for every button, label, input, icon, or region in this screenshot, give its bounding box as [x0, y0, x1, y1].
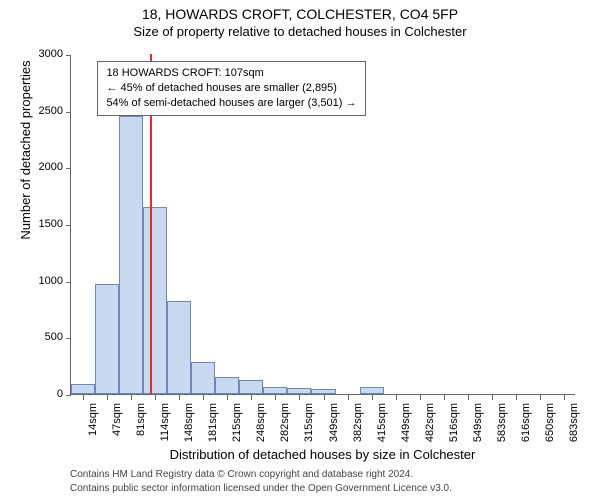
x-tick-label: 47sqm: [111, 403, 123, 451]
y-tick-label: 500: [21, 331, 63, 343]
x-tick-label: 415sqm: [376, 403, 388, 451]
y-tick: [66, 225, 71, 226]
histogram-bar: [311, 389, 335, 394]
y-tick: [66, 338, 71, 339]
footer-line-1: Contains HM Land Registry data © Crown c…: [70, 469, 413, 480]
y-tick: [66, 112, 71, 113]
histogram-bar: [191, 362, 215, 394]
x-tick-label: 583sqm: [496, 403, 508, 451]
x-tick-label: 282sqm: [279, 403, 291, 451]
x-tick: [107, 395, 108, 400]
y-tick-label: 2000: [21, 161, 63, 173]
histogram-bar: [167, 301, 191, 394]
y-tick: [66, 55, 71, 56]
x-tick-label: 114sqm: [159, 403, 171, 451]
x-tick-label: 14sqm: [87, 403, 99, 451]
x-tick-label: 215sqm: [231, 403, 243, 451]
x-tick: [468, 395, 469, 400]
x-tick-label: 449sqm: [400, 403, 412, 451]
x-tick-label: 683sqm: [568, 403, 580, 451]
x-tick-label: 181sqm: [207, 403, 219, 451]
histogram-bar: [215, 377, 239, 394]
histogram-bar: [239, 380, 263, 394]
x-tick: [179, 395, 180, 400]
histogram-bar: [71, 384, 95, 394]
x-tick: [299, 395, 300, 400]
x-tick: [516, 395, 517, 400]
chart-title-main: 18, HOWARDS CROFT, COLCHESTER, CO4 5FP: [0, 6, 600, 22]
y-tick: [66, 168, 71, 169]
x-tick-label: 482sqm: [424, 403, 436, 451]
annotation-line: ← 45% of detached houses are smaller (2,…: [106, 81, 356, 96]
x-tick-label: 248sqm: [255, 403, 267, 451]
x-tick: [275, 395, 276, 400]
y-tick-label: 2500: [21, 105, 63, 117]
x-tick: [155, 395, 156, 400]
histogram-bar: [263, 387, 287, 394]
x-tick: [540, 395, 541, 400]
annotation-line: 54% of semi-detached houses are larger (…: [106, 96, 356, 111]
y-tick-label: 1000: [21, 275, 63, 287]
x-tick: [348, 395, 349, 400]
x-tick: [251, 395, 252, 400]
x-tick-label: 549sqm: [472, 403, 484, 451]
property-size-chart: 18, HOWARDS CROFT, COLCHESTER, CO4 5FP S…: [0, 0, 600, 500]
x-tick-label: 315sqm: [303, 403, 315, 451]
y-tick: [66, 395, 71, 396]
x-tick: [372, 395, 373, 400]
annotation-box: 18 HOWARDS CROFT: 107sqm← 45% of detache…: [97, 61, 365, 116]
x-tick-label: 650sqm: [544, 403, 556, 451]
x-tick-label: 349sqm: [328, 403, 340, 451]
x-tick-label: 616sqm: [520, 403, 532, 451]
chart-title-sub: Size of property relative to detached ho…: [0, 24, 600, 39]
x-tick: [203, 395, 204, 400]
plot-area: 05001000150020002500300014sqm47sqm81sqm1…: [70, 55, 575, 395]
x-tick-label: 81sqm: [135, 403, 147, 451]
y-tick: [66, 282, 71, 283]
x-tick: [492, 395, 493, 400]
x-tick-label: 382sqm: [352, 403, 364, 451]
x-tick: [131, 395, 132, 400]
histogram-bar: [287, 388, 311, 394]
histogram-bar: [143, 207, 167, 394]
x-tick: [420, 395, 421, 400]
histogram-bar: [95, 284, 119, 394]
x-tick: [564, 395, 565, 400]
x-tick: [227, 395, 228, 400]
footer-line-2: Contains public sector information licen…: [70, 483, 452, 494]
x-axis-label: Distribution of detached houses by size …: [70, 447, 575, 462]
x-tick: [444, 395, 445, 400]
x-tick: [324, 395, 325, 400]
y-tick-label: 0: [21, 388, 63, 400]
x-tick: [396, 395, 397, 400]
x-tick-label: 516sqm: [448, 403, 460, 451]
x-tick: [83, 395, 84, 400]
y-tick-label: 3000: [21, 48, 63, 60]
histogram-bar: [360, 387, 384, 394]
histogram-bar: [119, 116, 143, 394]
y-tick-label: 1500: [21, 218, 63, 230]
x-tick-label: 148sqm: [183, 403, 195, 451]
annotation-line: 18 HOWARDS CROFT: 107sqm: [106, 66, 356, 81]
